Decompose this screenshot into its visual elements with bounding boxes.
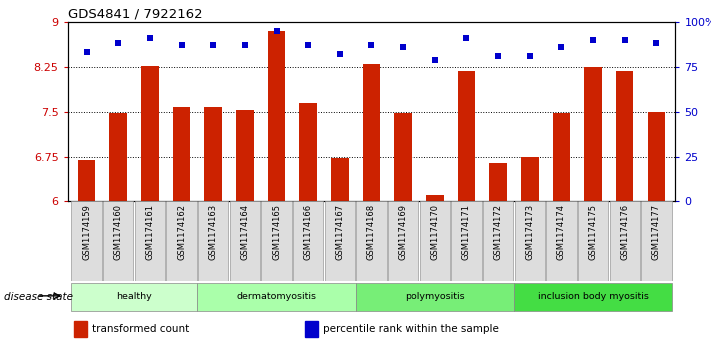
- FancyBboxPatch shape: [419, 201, 450, 281]
- Bar: [77, 160, 95, 201]
- Text: GSM1174172: GSM1174172: [493, 204, 503, 260]
- Text: GSM1174174: GSM1174174: [557, 204, 566, 260]
- FancyBboxPatch shape: [388, 201, 418, 281]
- Bar: [205, 107, 222, 201]
- Text: GSM1174171: GSM1174171: [462, 204, 471, 260]
- Bar: [74, 321, 87, 337]
- Bar: [489, 163, 507, 201]
- Bar: [236, 110, 254, 201]
- Point: [619, 37, 631, 43]
- Point: [302, 42, 314, 48]
- Text: GSM1174170: GSM1174170: [430, 204, 439, 260]
- FancyBboxPatch shape: [641, 201, 672, 281]
- Text: GSM1174177: GSM1174177: [652, 204, 661, 260]
- Text: GSM1174163: GSM1174163: [209, 204, 218, 260]
- Point: [587, 37, 599, 43]
- Text: GSM1174164: GSM1174164: [240, 204, 250, 260]
- FancyBboxPatch shape: [71, 201, 102, 281]
- Text: GSM1174169: GSM1174169: [399, 204, 407, 260]
- FancyBboxPatch shape: [578, 201, 609, 281]
- FancyBboxPatch shape: [262, 201, 292, 281]
- Text: GSM1174160: GSM1174160: [114, 204, 123, 260]
- Point: [176, 42, 187, 48]
- Text: inclusion body myositis: inclusion body myositis: [538, 291, 648, 301]
- Text: polymyositis: polymyositis: [405, 291, 464, 301]
- FancyBboxPatch shape: [515, 201, 545, 281]
- FancyBboxPatch shape: [134, 201, 165, 281]
- Bar: [648, 112, 665, 201]
- Text: dermatomyositis: dermatomyositis: [237, 291, 316, 301]
- FancyBboxPatch shape: [483, 201, 513, 281]
- Text: GSM1174176: GSM1174176: [620, 204, 629, 260]
- FancyBboxPatch shape: [609, 201, 640, 281]
- Point: [112, 40, 124, 46]
- Point: [144, 35, 156, 41]
- Text: GSM1174167: GSM1174167: [336, 204, 344, 260]
- FancyBboxPatch shape: [166, 201, 197, 281]
- Bar: [173, 107, 191, 201]
- FancyBboxPatch shape: [103, 201, 134, 281]
- FancyBboxPatch shape: [514, 283, 673, 311]
- FancyBboxPatch shape: [546, 201, 577, 281]
- Text: GSM1174168: GSM1174168: [367, 204, 376, 260]
- Point: [429, 57, 441, 62]
- Bar: [363, 64, 380, 201]
- Text: GSM1174173: GSM1174173: [525, 204, 534, 260]
- FancyBboxPatch shape: [451, 201, 481, 281]
- Text: healthy: healthy: [116, 291, 152, 301]
- FancyBboxPatch shape: [70, 283, 198, 311]
- FancyBboxPatch shape: [230, 201, 260, 281]
- Bar: [304, 321, 318, 337]
- Text: percentile rank within the sample: percentile rank within the sample: [323, 323, 498, 334]
- Text: disease state: disease state: [4, 291, 73, 302]
- Point: [397, 44, 409, 50]
- FancyBboxPatch shape: [325, 201, 355, 281]
- Point: [556, 44, 567, 50]
- Point: [461, 35, 472, 41]
- FancyBboxPatch shape: [293, 201, 324, 281]
- Bar: [268, 31, 285, 201]
- Point: [81, 49, 92, 55]
- Text: GSM1174175: GSM1174175: [589, 204, 598, 260]
- Point: [271, 28, 282, 34]
- Bar: [584, 67, 602, 201]
- Bar: [299, 103, 317, 201]
- Bar: [141, 65, 159, 201]
- Bar: [552, 113, 570, 201]
- Bar: [521, 156, 538, 201]
- Bar: [331, 158, 348, 201]
- Point: [524, 53, 535, 59]
- FancyBboxPatch shape: [356, 283, 514, 311]
- Text: GDS4841 / 7922162: GDS4841 / 7922162: [68, 8, 202, 21]
- Text: GSM1174161: GSM1174161: [145, 204, 154, 260]
- FancyBboxPatch shape: [356, 201, 387, 281]
- Text: GSM1174165: GSM1174165: [272, 204, 281, 260]
- Bar: [616, 72, 634, 201]
- Text: transformed count: transformed count: [92, 323, 189, 334]
- Point: [651, 40, 662, 46]
- Text: GSM1174166: GSM1174166: [304, 204, 313, 260]
- Bar: [426, 196, 444, 201]
- Text: GSM1174159: GSM1174159: [82, 204, 91, 260]
- Text: GSM1174162: GSM1174162: [177, 204, 186, 260]
- Point: [334, 51, 346, 57]
- Bar: [458, 72, 475, 201]
- Point: [239, 42, 250, 48]
- FancyBboxPatch shape: [198, 283, 356, 311]
- Point: [208, 42, 219, 48]
- FancyBboxPatch shape: [198, 201, 228, 281]
- Point: [365, 42, 377, 48]
- Bar: [395, 113, 412, 201]
- Bar: [109, 113, 127, 201]
- Point: [493, 53, 504, 59]
